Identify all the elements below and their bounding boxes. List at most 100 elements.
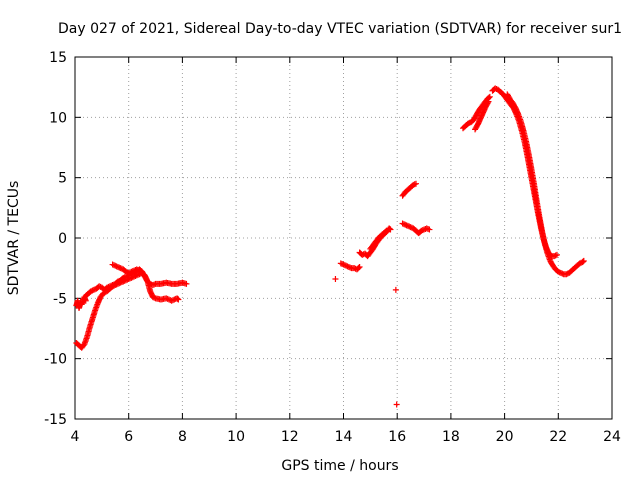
data-point (555, 268, 562, 275)
data-point (580, 258, 587, 265)
y-axis-label: SDTVAR / TECUs (6, 181, 22, 296)
data-point (485, 98, 492, 105)
data-point (121, 277, 128, 284)
data-point (123, 277, 130, 284)
data-point (135, 271, 142, 278)
x-tick-label: 20 (496, 429, 514, 445)
y-tick-labels: -15 -10 -5 0 5 10 15 (44, 50, 67, 428)
data-point (344, 263, 351, 270)
x-tick-label: 12 (281, 429, 299, 445)
data-point (127, 269, 134, 276)
data-point (418, 227, 425, 234)
data-point (128, 268, 135, 275)
data-point (387, 226, 394, 233)
data-points (73, 85, 587, 408)
data-point (116, 264, 123, 271)
y-tick-label: -15 (44, 412, 67, 428)
data-point (404, 222, 411, 229)
data-point (410, 181, 417, 188)
data-point (88, 288, 95, 295)
x-tick-label: 16 (388, 429, 406, 445)
data-point (118, 279, 125, 286)
data-point (339, 260, 346, 267)
data-point (406, 223, 413, 230)
data-point (392, 286, 399, 293)
data-point (133, 272, 140, 279)
data-point (465, 120, 472, 127)
x-tick-label: 6 (124, 429, 133, 445)
x-tick-label: 14 (335, 429, 353, 445)
data-point (423, 225, 430, 232)
data-point (183, 280, 190, 287)
plot-frame (74, 56, 613, 420)
x-tick-label: 22 (549, 429, 567, 445)
data-point (347, 264, 354, 271)
data-point (125, 269, 132, 276)
data-point (117, 279, 124, 286)
data-point (170, 297, 177, 304)
data-point (484, 99, 491, 106)
y-tick-label: 5 (58, 171, 67, 187)
data-point (90, 286, 97, 293)
data-point (576, 260, 583, 267)
data-point (123, 268, 130, 275)
data-point (110, 262, 117, 269)
data-point (402, 221, 409, 228)
data-point (386, 225, 393, 232)
data-point (165, 296, 172, 303)
data-point (563, 271, 570, 278)
data-point (557, 269, 564, 276)
data-point (551, 253, 558, 260)
data-point (113, 263, 120, 270)
data-point (403, 222, 410, 229)
data-point (151, 294, 158, 301)
data-point (399, 220, 406, 227)
data-point (116, 280, 123, 287)
data-point (332, 276, 339, 283)
x-tick-label: 24 (603, 429, 621, 445)
data-point (382, 228, 389, 235)
data-point (580, 257, 587, 264)
data-point (168, 297, 175, 304)
data-point (164, 295, 171, 302)
data-point (412, 180, 419, 187)
data-point (425, 225, 432, 232)
x-tick-label: 8 (178, 429, 187, 445)
y-tick-label: 15 (49, 50, 67, 66)
data-point (345, 263, 352, 270)
data-point (553, 251, 560, 258)
data-point (393, 401, 400, 408)
data-point (174, 295, 181, 302)
x-axis-label: GPS time / hours (281, 458, 398, 474)
data-point (341, 262, 348, 269)
data-point (125, 276, 132, 283)
data-point (132, 273, 139, 280)
data-point (419, 227, 426, 234)
data-point (137, 270, 144, 277)
data-point (136, 271, 143, 278)
data-point (343, 262, 350, 269)
data-point (579, 259, 586, 266)
data-point (149, 294, 156, 301)
x-tick-label: 10 (227, 429, 245, 445)
data-point (127, 275, 134, 282)
data-point (114, 280, 121, 287)
data-point (120, 278, 127, 285)
data-point (112, 262, 119, 269)
data-point (486, 93, 493, 100)
data-point (112, 282, 119, 289)
data-point (131, 267, 138, 274)
grid (75, 57, 612, 419)
data-point (163, 295, 170, 302)
data-point (407, 224, 414, 231)
x-tick-label: 4 (71, 429, 80, 445)
data-point (556, 269, 563, 276)
data-point (117, 265, 124, 272)
x-tick-label: 18 (442, 429, 460, 445)
data-point (139, 269, 146, 276)
data-point (421, 226, 428, 233)
data-point (129, 268, 136, 275)
data-point (552, 252, 559, 259)
data-point (133, 266, 140, 273)
